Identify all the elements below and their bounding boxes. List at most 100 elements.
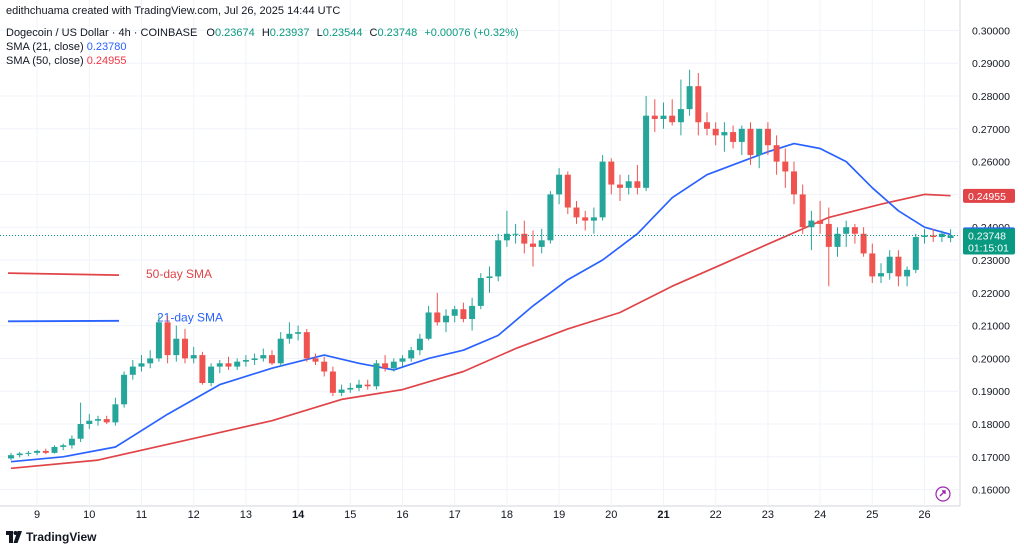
candle	[451, 305, 458, 323]
candle-body	[738, 128, 745, 142]
candle-body	[138, 363, 145, 367]
sma21-layer	[10, 142, 951, 463]
candle	[321, 356, 328, 377]
x-tick-label: 19	[553, 509, 565, 521]
candle-body	[190, 355, 197, 359]
last-price-tag-text: 0.23748	[968, 230, 1006, 242]
candle	[347, 383, 354, 393]
x-tick-label: 11	[136, 509, 147, 521]
candle-body	[182, 338, 188, 359]
candle-body	[486, 276, 493, 279]
candle	[382, 355, 389, 372]
candle-body	[799, 194, 806, 228]
y-tick-label: 0.27000	[972, 124, 1010, 136]
candle-body	[425, 312, 432, 339]
candle-body	[686, 86, 693, 110]
sma-annotations: 50-day SMA 21-day SMA	[7, 267, 223, 324]
candle	[460, 302, 467, 323]
candle	[68, 435, 75, 449]
candle	[756, 128, 763, 169]
countdown-text: 01:15:01	[968, 242, 1009, 254]
candle-body	[590, 217, 597, 221]
y-tick-label: 0.16000	[972, 485, 1010, 497]
sma50-legend[interactable]: SMA (50, close) 0.24955	[6, 55, 126, 67]
candle-body	[730, 132, 737, 142]
sma50-price-tag: 0.24955	[963, 188, 1015, 203]
candle	[34, 449, 41, 456]
candle-body	[843, 227, 850, 234]
candle-body	[747, 128, 754, 156]
replay-icon[interactable]	[935, 486, 951, 502]
candle-body	[295, 332, 302, 334]
sma21-legend[interactable]: SMA (21, close) 0.23780	[6, 41, 126, 53]
candle	[625, 174, 632, 195]
candle	[721, 122, 728, 152]
candle-body	[773, 145, 780, 162]
candle	[295, 325, 302, 341]
y-tick-label: 0.29000	[972, 58, 1010, 70]
candle	[77, 402, 84, 443]
candle-body	[164, 322, 171, 356]
tradingview-logo[interactable]: TradingView	[6, 530, 96, 544]
candle	[303, 328, 310, 362]
candle-body	[68, 438, 75, 446]
candle	[277, 332, 284, 367]
x-tick-label: 15	[344, 509, 356, 521]
candle-body	[95, 419, 101, 421]
candle	[521, 220, 528, 254]
candle-body	[34, 450, 41, 453]
candle	[373, 360, 380, 390]
candle-body	[251, 358, 258, 361]
candle	[8, 452, 14, 461]
x-tick-label: 12	[188, 509, 200, 521]
candle	[634, 164, 641, 195]
candle	[730, 125, 737, 149]
candle-body	[860, 233, 867, 254]
candle	[791, 161, 797, 205]
candle-body	[443, 315, 449, 323]
symbol-legend: Dogecoin / US Dollar · 4h · COINBASE O0.…	[6, 27, 519, 39]
candle	[312, 353, 319, 365]
candle-body	[303, 332, 310, 359]
x-tick-label: 13	[240, 509, 252, 521]
candle-body	[86, 420, 93, 424]
x-tick-label: 24	[814, 509, 826, 521]
candle-body	[669, 115, 676, 123]
candle	[782, 148, 789, 188]
candle	[25, 450, 32, 457]
candle	[251, 353, 258, 365]
x-axis[interactable]: 9 10 11 12 13 14 15 16 17 18 19 20 21 22 23 24 25 26	[34, 509, 931, 521]
candle	[617, 174, 623, 201]
candle	[590, 207, 597, 234]
candle-body	[503, 233, 510, 241]
candle	[147, 350, 154, 369]
candle-body	[321, 361, 328, 372]
ohlc-low: 0.23544	[322, 27, 363, 39]
candle-body	[399, 358, 406, 362]
sma50-line	[10, 193, 951, 470]
candle-body	[216, 363, 223, 367]
candle-body	[173, 338, 180, 356]
y-tick-label: 0.20000	[972, 353, 1010, 365]
ohlc-h-label: H	[261, 27, 270, 39]
sma50-price-tag-bg	[963, 188, 1015, 203]
sma21-label: SMA (21, close)	[6, 41, 84, 53]
candle	[234, 358, 241, 370]
candle-body	[347, 387, 354, 390]
candle-body	[42, 450, 49, 453]
symbol-name[interactable]: Dogecoin / US Dollar · 4h · COINBASE	[6, 27, 198, 39]
candle-body	[947, 235, 954, 239]
y-axis[interactable]: 0.300000.290000.280000.270000.260000.250…	[972, 25, 1010, 496]
sma21-value: 0.23780	[86, 41, 127, 53]
candle	[921, 228, 928, 244]
candle	[112, 397, 119, 426]
candle	[886, 250, 893, 280]
candle-body	[573, 207, 580, 218]
candle	[547, 191, 554, 244]
y-tick-label: 0.23000	[972, 255, 1010, 267]
candle	[895, 250, 902, 287]
candle-body	[155, 322, 162, 359]
candle	[225, 356, 232, 370]
